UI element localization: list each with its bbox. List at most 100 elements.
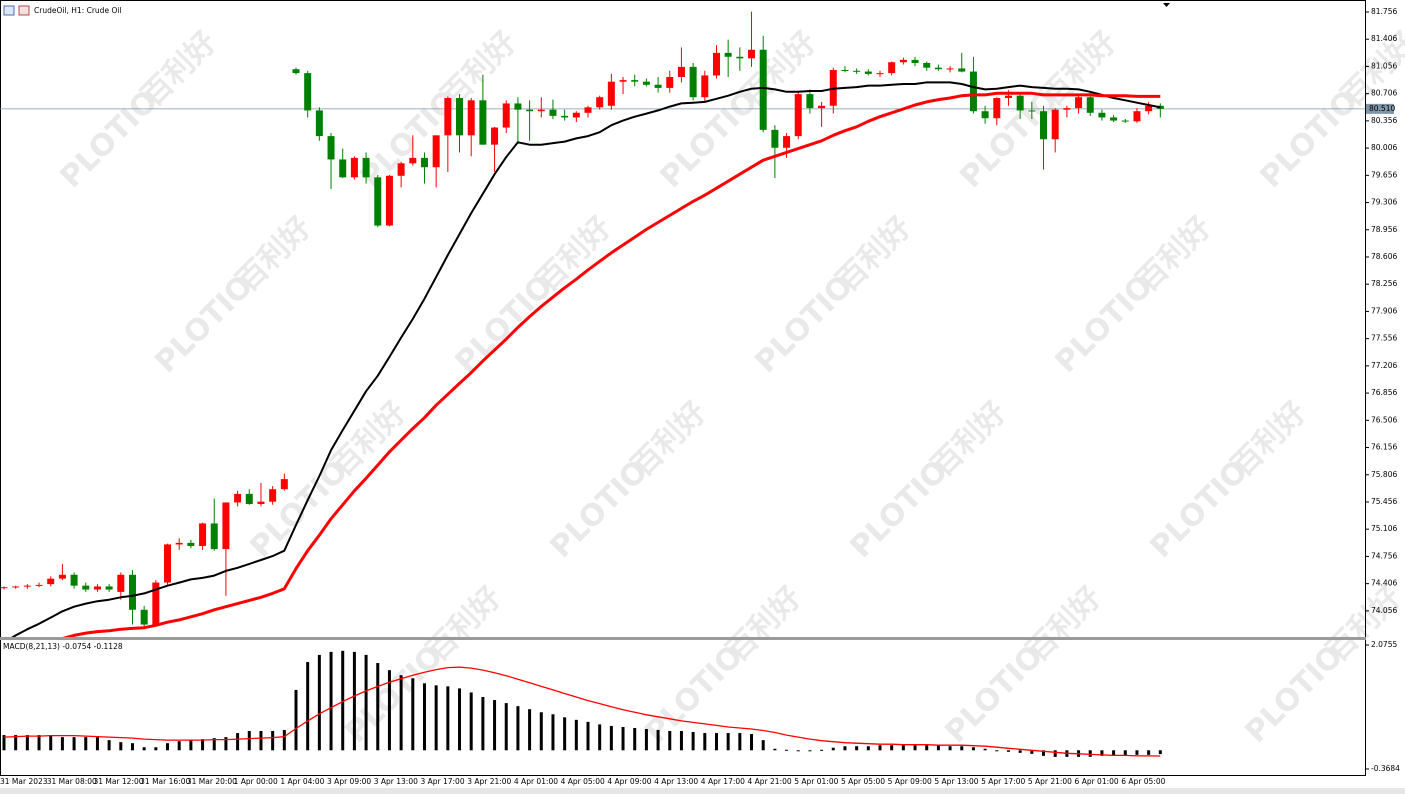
x-tick-label: 31 Mar 16:00 bbox=[140, 777, 190, 786]
candle-body bbox=[853, 70, 861, 72]
candle-body bbox=[245, 493, 253, 504]
histogram-bar bbox=[107, 740, 111, 751]
histogram-bar bbox=[376, 663, 380, 751]
current-price-label: 80.510 bbox=[1369, 104, 1395, 113]
histogram-bar bbox=[516, 706, 520, 751]
y-tick-label: 76.856 bbox=[1371, 388, 1397, 397]
histogram-bar bbox=[574, 719, 578, 751]
candle-body bbox=[654, 84, 662, 88]
histogram-bar bbox=[808, 750, 812, 752]
histogram-bar bbox=[247, 731, 251, 751]
histogram-bar bbox=[679, 731, 683, 751]
candle-body bbox=[58, 574, 66, 579]
histogram-bar bbox=[1030, 750, 1034, 754]
candle-body bbox=[759, 49, 767, 130]
histogram-bar bbox=[84, 737, 88, 751]
histogram-bar bbox=[995, 750, 999, 752]
histogram-bar bbox=[948, 746, 952, 751]
candle-body bbox=[619, 80, 627, 82]
histogram-bar bbox=[878, 745, 882, 751]
histogram-bar bbox=[119, 742, 123, 751]
status-strip bbox=[0, 788, 1405, 794]
candle-body bbox=[876, 73, 884, 75]
candle-body bbox=[117, 574, 125, 592]
y-tick-label: 75.106 bbox=[1371, 524, 1397, 533]
candle-body bbox=[0, 587, 8, 589]
candle-body bbox=[607, 81, 615, 106]
frame bbox=[0, 0, 1366, 776]
histogram-bar bbox=[25, 735, 29, 751]
x-tick-label: 1 Apr 00:00 bbox=[234, 777, 278, 786]
y-tick-label: 79.656 bbox=[1371, 170, 1397, 179]
histogram-bar bbox=[668, 731, 672, 751]
candle-body bbox=[210, 523, 218, 550]
candle-body bbox=[689, 66, 697, 98]
axes: 81.756 81.406 81.056 80.706 80.356 80.006 79.6… bbox=[0, 7, 1400, 786]
candle-body bbox=[234, 493, 242, 503]
candle-body bbox=[584, 107, 592, 113]
histogram-bar bbox=[154, 747, 158, 751]
histogram-bar bbox=[399, 675, 403, 751]
histogram-bar bbox=[528, 709, 532, 751]
histogram-bar bbox=[341, 650, 345, 751]
candle-body bbox=[23, 585, 31, 587]
histogram-bar bbox=[271, 731, 275, 751]
candle-body bbox=[339, 159, 347, 178]
candle-body bbox=[642, 81, 650, 85]
histogram-bar bbox=[925, 745, 929, 751]
histogram-bar bbox=[1135, 750, 1139, 755]
candle-body bbox=[199, 523, 207, 546]
x-tick-label: 3 Apr 13:00 bbox=[374, 777, 418, 786]
x-tick-label: 31 Mar 20:00 bbox=[187, 777, 237, 786]
candle-body bbox=[1121, 120, 1129, 122]
candle-body bbox=[1075, 97, 1083, 109]
histogram-bar bbox=[609, 725, 613, 751]
histogram-bar bbox=[855, 746, 859, 751]
candle-body bbox=[794, 94, 802, 137]
x-tick-label: 3 Apr 17:00 bbox=[420, 777, 464, 786]
candle-body bbox=[712, 52, 720, 76]
candle-body bbox=[864, 71, 872, 74]
histogram-bar bbox=[831, 747, 835, 751]
candle-body bbox=[502, 103, 510, 128]
x-tick-label: 5 Apr 13:00 bbox=[934, 777, 978, 786]
histogram-bar bbox=[761, 740, 765, 751]
histogram-bar bbox=[796, 750, 800, 752]
chart-title: CrudeOil, H1: Crude Oil bbox=[34, 6, 122, 15]
candle-body bbox=[596, 97, 604, 108]
histogram-bar bbox=[306, 662, 310, 751]
x-tick-label: 4 Apr 13:00 bbox=[654, 777, 698, 786]
candle-body bbox=[1133, 111, 1141, 122]
y-tick-label: 78.256 bbox=[1371, 279, 1397, 288]
candle-body bbox=[397, 163, 405, 176]
y-tick-label: 81.056 bbox=[1371, 61, 1397, 70]
histogram-bar bbox=[738, 733, 742, 751]
candle-body bbox=[479, 100, 487, 145]
histogram-bar bbox=[843, 746, 847, 751]
histogram-bar bbox=[691, 732, 695, 751]
y-tick-label: 76.156 bbox=[1371, 443, 1397, 452]
y-tick-label: 80.706 bbox=[1371, 89, 1397, 98]
histogram-bar bbox=[726, 733, 730, 751]
candle-body bbox=[1156, 105, 1164, 109]
histogram-bar bbox=[866, 746, 870, 751]
x-tick-label: 6 Apr 01:00 bbox=[1075, 777, 1119, 786]
candle-body bbox=[269, 489, 277, 502]
histogram-bar bbox=[750, 734, 754, 751]
histogram-bar bbox=[656, 730, 660, 751]
candle-body bbox=[1004, 95, 1012, 98]
x-tick-label: 4 Apr 01:00 bbox=[514, 777, 558, 786]
candle-body bbox=[315, 110, 323, 137]
x-tick-label: 4 Apr 17:00 bbox=[701, 777, 745, 786]
candle-body bbox=[140, 609, 148, 625]
histogram-bar bbox=[1053, 750, 1057, 757]
histogram-bar bbox=[644, 728, 648, 751]
x-tick-label: 5 Apr 01:00 bbox=[794, 777, 838, 786]
candle-body bbox=[47, 578, 55, 585]
histogram-bar bbox=[166, 743, 170, 751]
y-tick-label: 81.756 bbox=[1371, 7, 1397, 16]
candle-body bbox=[537, 109, 545, 112]
histogram-bar bbox=[446, 686, 450, 751]
